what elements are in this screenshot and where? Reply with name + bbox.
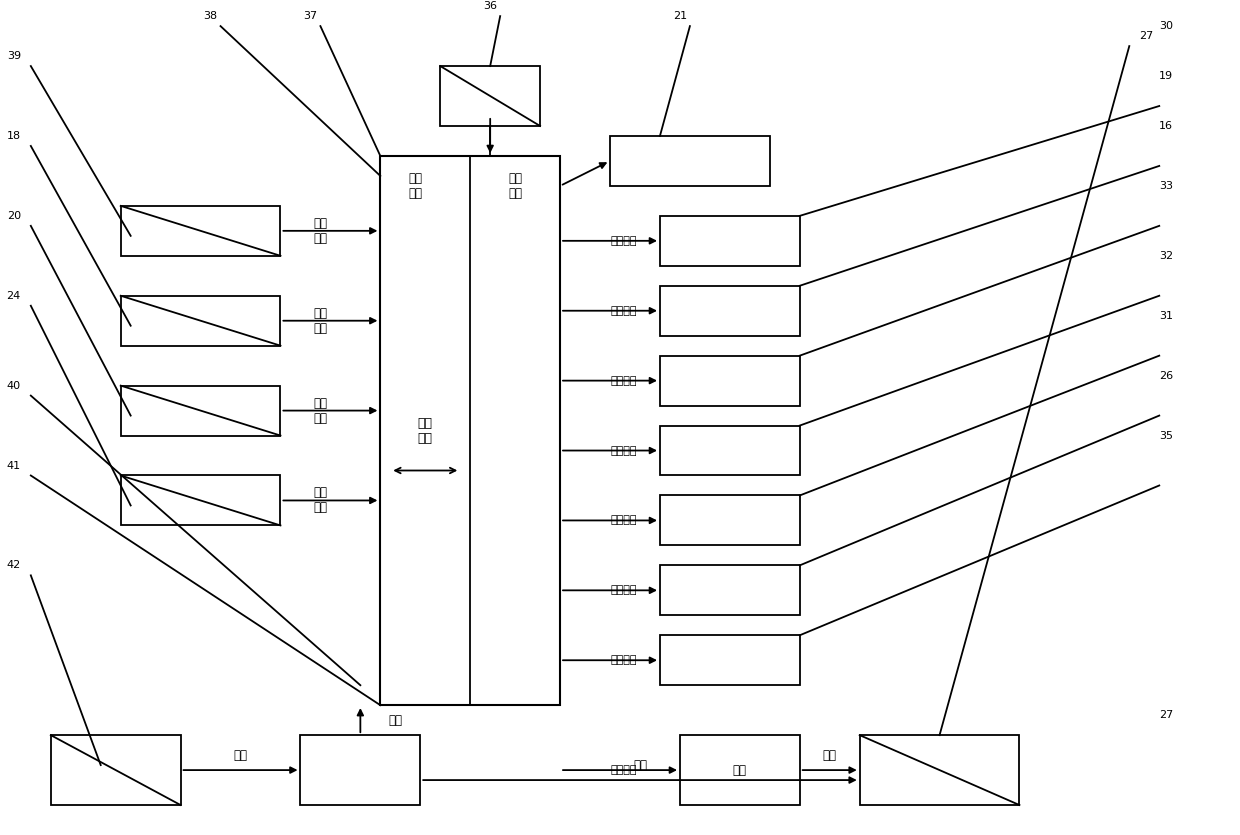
Text: 39: 39 xyxy=(6,51,21,61)
Text: 控制指令: 控制指令 xyxy=(610,765,636,775)
Bar xyxy=(660,216,800,266)
Text: 21: 21 xyxy=(673,11,687,21)
Text: 42: 42 xyxy=(6,560,21,570)
Text: 41: 41 xyxy=(6,461,21,470)
Bar xyxy=(300,735,420,805)
Bar xyxy=(120,296,280,346)
Text: 30: 30 xyxy=(1159,21,1173,31)
Text: 24: 24 xyxy=(6,291,21,301)
Text: 32: 32 xyxy=(1159,250,1173,261)
Bar xyxy=(660,286,800,336)
Text: 26: 26 xyxy=(1159,371,1173,381)
Text: 信号
展示: 信号 展示 xyxy=(508,172,522,200)
Text: 27: 27 xyxy=(1140,31,1153,41)
Text: 控制指令: 控制指令 xyxy=(610,446,636,456)
Bar xyxy=(660,495,800,545)
Text: 供电: 供电 xyxy=(388,714,402,726)
Text: 16: 16 xyxy=(1159,121,1173,131)
Bar xyxy=(440,66,541,126)
Text: 20: 20 xyxy=(6,211,21,220)
Text: 40: 40 xyxy=(6,381,21,391)
Text: 控制指令: 控制指令 xyxy=(610,515,636,525)
Text: 控制指令: 控制指令 xyxy=(610,376,636,386)
Text: 控制: 控制 xyxy=(822,749,837,762)
Text: 手动
控制: 手动 控制 xyxy=(408,172,423,200)
Text: 供电: 供电 xyxy=(632,758,647,772)
Text: 控制指令: 控制指令 xyxy=(610,585,636,595)
Text: 数据
通讯: 数据 通讯 xyxy=(418,417,433,444)
Text: 控制: 控制 xyxy=(733,763,746,777)
Text: 模拟
信号: 模拟 信号 xyxy=(314,397,327,424)
Text: 19: 19 xyxy=(1159,71,1173,81)
Text: 31: 31 xyxy=(1159,311,1173,321)
Text: 35: 35 xyxy=(1159,431,1173,441)
Bar xyxy=(660,356,800,406)
Text: 18: 18 xyxy=(6,131,21,141)
Text: 38: 38 xyxy=(203,11,218,21)
Text: 33: 33 xyxy=(1159,181,1173,191)
Bar xyxy=(660,426,800,475)
Text: 控制指令: 控制指令 xyxy=(610,306,636,316)
Text: 36: 36 xyxy=(484,1,497,11)
Text: 控制指令: 控制指令 xyxy=(610,655,636,665)
Text: 模拟
信号: 模拟 信号 xyxy=(314,306,327,335)
Text: 模拟
信号: 模拟 信号 xyxy=(314,217,327,245)
Bar xyxy=(381,156,560,706)
Text: 模拟
信号: 模拟 信号 xyxy=(314,487,327,514)
Text: 供电: 供电 xyxy=(233,749,248,762)
Text: 27: 27 xyxy=(1159,710,1173,720)
Bar xyxy=(660,635,800,686)
Bar xyxy=(120,475,280,525)
Bar xyxy=(660,565,800,615)
Bar xyxy=(610,136,770,186)
Bar xyxy=(680,735,800,805)
Bar xyxy=(51,735,181,805)
Bar xyxy=(859,735,1019,805)
Bar xyxy=(120,386,280,436)
Bar xyxy=(120,206,280,256)
Text: 控制指令: 控制指令 xyxy=(610,235,636,245)
Text: 37: 37 xyxy=(304,11,317,21)
